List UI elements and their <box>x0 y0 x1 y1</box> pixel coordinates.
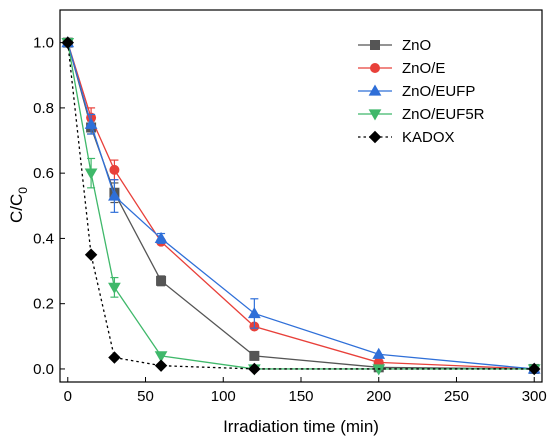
y-axis-title: C/C0 <box>7 187 30 223</box>
legend: ZnO ZnO/E ZnO/EUFP ZnO/EUF5R KADOX <box>358 37 485 146</box>
series-line <box>67 42 535 370</box>
legend-item-zno: ZnO <box>358 37 431 54</box>
data-point <box>84 117 98 129</box>
legend-item-zno-e: ZnO/E <box>358 60 445 77</box>
legend-label: ZnO/EUFP <box>402 83 475 100</box>
data-point <box>108 282 121 294</box>
series-layer <box>61 36 541 376</box>
legend-item-zno-euf5r: ZnO/EUF5R <box>358 106 485 123</box>
data-point <box>372 347 386 359</box>
series-kadox <box>61 36 541 376</box>
x-tick-label: 200 <box>366 388 391 405</box>
y-tick-label: 0.0 <box>33 361 54 378</box>
data-point <box>109 164 120 175</box>
data-point <box>154 351 168 363</box>
x-axis-title: Irradiation time (min) <box>223 417 379 436</box>
legend-label: KADOX <box>402 129 455 146</box>
data-point <box>84 168 98 180</box>
data-point <box>247 306 261 319</box>
legend-marker <box>368 130 382 144</box>
data-point <box>248 362 261 376</box>
legend-label: ZnO/EUF5R <box>402 106 485 123</box>
legend-marker <box>370 63 380 73</box>
x-tick-label: 250 <box>444 388 469 405</box>
x-tick-label: 100 <box>211 388 236 405</box>
x-tick-label: 150 <box>288 388 313 405</box>
data-point <box>154 359 168 372</box>
data-point <box>156 275 167 286</box>
legend-item-zno-eufp: ZnO/EUFP <box>358 83 475 100</box>
y-tick-label: 0.4 <box>33 230 54 247</box>
data-point <box>249 350 260 361</box>
data-point <box>528 362 541 376</box>
legend-label: ZnO/E <box>402 60 445 77</box>
y-axis-title-subscript: 0 <box>16 187 30 194</box>
legend-marker <box>368 84 382 96</box>
x-tick-label: 300 <box>522 388 547 405</box>
y-axis-title-main: C/C <box>7 194 26 223</box>
data-point <box>84 248 98 261</box>
legend-item-kadox: KADOX <box>358 129 455 146</box>
legend-label: ZnO <box>402 37 431 54</box>
plot-frame <box>59 9 543 383</box>
y-tick-label: 0.6 <box>33 165 54 182</box>
y-tick-label: 0.8 <box>33 100 54 117</box>
x-tick-label: 50 <box>137 388 154 405</box>
data-point <box>154 231 168 244</box>
y-tick-label: 0.2 <box>33 296 54 313</box>
legend-marker <box>368 109 382 121</box>
legend-marker <box>370 40 380 50</box>
x-tick-label: 0 <box>64 388 72 405</box>
data-point <box>108 351 121 364</box>
data-point <box>61 36 74 49</box>
axes: 0 50 100 150 200 250 300 0.0 0.2 0.4 0.6 0.8 1.0 <box>33 9 547 405</box>
data-point <box>372 364 386 376</box>
data-point <box>108 189 121 201</box>
y-tick-label: 1.0 <box>33 35 54 52</box>
